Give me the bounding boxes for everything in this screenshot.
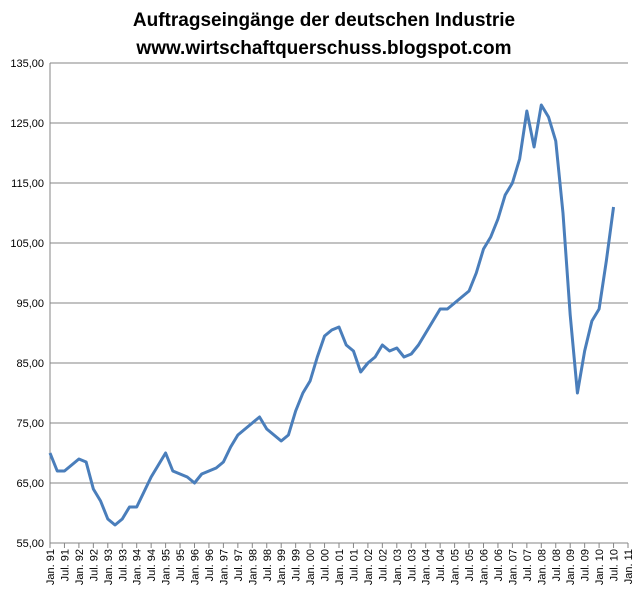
x-tick-label: Jan. 93 bbox=[103, 549, 115, 585]
y-tick-label: 115,00 bbox=[11, 178, 44, 190]
x-tick-label: Jan. 01 bbox=[334, 549, 346, 585]
y-tick-label: 135,00 bbox=[10, 58, 44, 70]
x-tick-label: Jul. 08 bbox=[551, 549, 563, 581]
y-tick-label: 75,00 bbox=[16, 418, 44, 430]
y-tick-label: 85,00 bbox=[16, 358, 44, 370]
x-tick-label: Jan. 10 bbox=[594, 549, 606, 585]
x-tick-label: Jan. 00 bbox=[305, 549, 317, 585]
x-tick-label: Jul. 99 bbox=[291, 549, 303, 581]
x-tick-label: Jul. 10 bbox=[609, 549, 621, 581]
x-tick-label: Jul. 94 bbox=[146, 549, 158, 581]
x-tick-label: Jan. 96 bbox=[190, 549, 202, 585]
chart-subtitle: www.wirtschaftquerschuss.blogspot.com bbox=[135, 38, 511, 59]
x-tick-label: Jan. 09 bbox=[565, 549, 577, 585]
x-tick-label: Jan. 92 bbox=[74, 549, 86, 585]
x-tick-label: Jan. 97 bbox=[218, 549, 230, 585]
x-tick-label: Jan. 07 bbox=[507, 549, 519, 585]
x-tick-label: Jan. 08 bbox=[536, 549, 548, 585]
x-tick-label: Jan. 98 bbox=[247, 549, 259, 585]
x-tick-label: Jul. 91 bbox=[59, 549, 71, 581]
x-tick-label: Jan. 03 bbox=[392, 549, 404, 585]
x-tick-label: Jan. 11 bbox=[623, 549, 635, 584]
x-tick-label: Jan. 91 bbox=[45, 549, 57, 585]
x-tick-label: Jul. 96 bbox=[204, 549, 216, 581]
x-tick-label: Jul. 05 bbox=[464, 549, 476, 581]
x-tick-label: Jul. 04 bbox=[435, 549, 447, 581]
data-line bbox=[48, 103, 616, 527]
x-tick-label: Jan. 06 bbox=[479, 549, 491, 585]
x-tick-label: Jul. 07 bbox=[522, 549, 534, 581]
x-tick-label: Jul. 95 bbox=[175, 549, 187, 581]
y-tick-label: 105,00 bbox=[10, 238, 44, 250]
x-tick-label: Jan. 02 bbox=[363, 549, 375, 585]
x-tick-label: Jul. 93 bbox=[117, 549, 129, 581]
y-tick-label: 125,00 bbox=[10, 118, 44, 130]
y-tick-label: 65,00 bbox=[16, 478, 44, 490]
x-tick-label: Jan. 04 bbox=[421, 549, 433, 585]
x-tick-label: Jan. 94 bbox=[132, 549, 144, 585]
x-tick-label: Jul. 01 bbox=[348, 549, 360, 581]
y-tick-label: 95,00 bbox=[16, 298, 44, 310]
x-tick-label: Jul. 92 bbox=[88, 549, 100, 581]
x-tick-label: Jul. 03 bbox=[406, 549, 418, 581]
x-tick-label: Jan. 99 bbox=[276, 549, 288, 585]
x-tick-label: Jul. 09 bbox=[580, 549, 592, 581]
x-tick-label: Jan. 95 bbox=[161, 549, 173, 585]
y-tick-label: 55,00 bbox=[16, 538, 44, 550]
x-tick-label: Jul. 00 bbox=[320, 549, 332, 581]
x-tick-label: Jan. 05 bbox=[450, 549, 462, 585]
x-tick-label: Jul. 98 bbox=[262, 549, 274, 581]
chart-title: Auftragseingänge der deutschen Industrie bbox=[133, 10, 515, 31]
x-tick-label: Jul. 02 bbox=[377, 549, 389, 581]
x-tick-label: Jul. 97 bbox=[233, 549, 245, 581]
x-tick-label: Jul. 06 bbox=[493, 549, 505, 581]
